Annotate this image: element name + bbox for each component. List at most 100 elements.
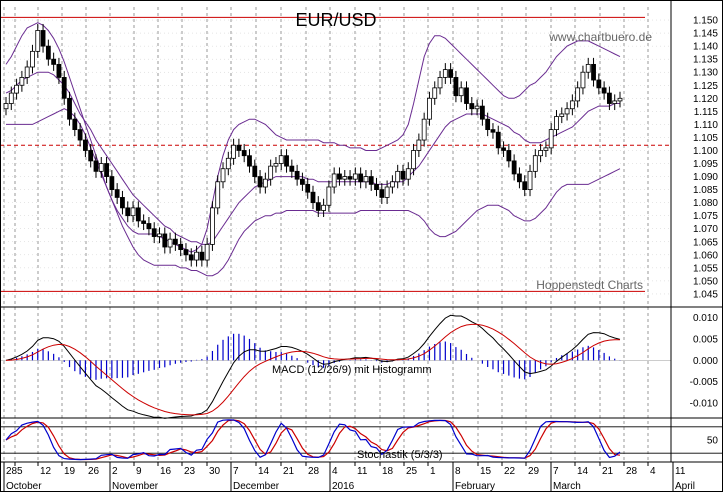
candle-down [337, 173, 342, 180]
candle-up [98, 163, 104, 172]
month-label: December [233, 481, 280, 492]
candle-up [273, 163, 279, 167]
price-tick-label: 1.065 [693, 237, 718, 248]
price-tick-label: 1.050 [693, 276, 718, 287]
candle-down [252, 165, 258, 177]
candle-down [506, 150, 512, 162]
day-tick-label: 4 [650, 466, 656, 477]
day-tick-label: 2 [112, 466, 118, 477]
candle-up [225, 157, 231, 170]
candle-down [151, 228, 157, 237]
candle-down [300, 178, 305, 185]
bollinger-lower [6, 108, 621, 277]
candle-up [442, 69, 448, 78]
candle-down [310, 191, 316, 204]
day-tick-label: 14 [577, 466, 589, 477]
candle-up [268, 165, 274, 180]
candle-down [517, 173, 522, 183]
candle-down [236, 144, 242, 151]
price-tick-label: 1.070 [693, 224, 718, 235]
candle-up [569, 100, 575, 110]
candle-up [554, 116, 559, 131]
candle-up [458, 87, 464, 97]
macd-tick-label: 0.000 [693, 356, 718, 367]
candle-up [617, 97, 623, 102]
candle-down [607, 92, 612, 104]
candle-down [61, 77, 67, 99]
day-tick-label: 15 [480, 466, 492, 477]
month-label: October [6, 481, 42, 492]
macd-line [5, 314, 621, 419]
bollinger-mid [5, 71, 620, 245]
candle-up [157, 233, 162, 237]
candle-down [40, 30, 46, 47]
candle-up [35, 30, 41, 52]
candle-up [564, 108, 570, 115]
day-tick-label: 5 [17, 466, 23, 477]
day-tick-label: 26 [88, 466, 100, 477]
candle-up [231, 144, 237, 159]
candle-down [51, 58, 57, 65]
candle-up [421, 118, 427, 141]
candle-up [262, 178, 268, 188]
candles [3, 23, 623, 267]
candle-up [384, 186, 390, 198]
candle-up [363, 176, 369, 183]
day-tick-label: 23 [184, 466, 196, 477]
day-tick-label: 8 [455, 466, 461, 477]
candle-up [437, 77, 443, 89]
candle-down [141, 220, 147, 224]
day-tick-label: 1 [430, 466, 436, 477]
candle-down [241, 150, 247, 157]
day-tick-label: 28 [626, 466, 638, 477]
candle-up [580, 71, 586, 89]
candle-up [575, 87, 581, 102]
candle-down [374, 183, 379, 191]
axes: 1.045 1.050 1.055 1.060 1.065 1.070 1.075 1.080… [3, 16, 718, 492]
candle-up [411, 150, 416, 170]
price-tick-label: 1.045 [693, 289, 718, 300]
price-tick-label: 1.150 [693, 16, 718, 27]
candle-up [24, 66, 30, 78]
month-label: February [455, 481, 495, 492]
candle-down [199, 251, 205, 261]
candle-down [453, 77, 459, 97]
day-tick-label: 7 [553, 466, 559, 477]
day-tick-label: 7 [233, 466, 239, 477]
price-tick-label: 1.130 [693, 68, 718, 79]
candle-down [88, 150, 94, 162]
day-tick-label: 12 [40, 466, 52, 477]
source-credit: www.chartbuero.de [548, 30, 652, 44]
candle-down [257, 176, 263, 188]
reference-lines [0, 16, 671, 292]
candle-down [379, 189, 385, 198]
month-label: 2016 [332, 481, 355, 492]
day-tick-label: 11 [357, 466, 368, 477]
candle-up [204, 243, 210, 261]
price-tick-label: 1.145 [693, 29, 718, 40]
macd-tick-label: 0.005 [693, 335, 718, 346]
price-tick-label: 1.090 [693, 172, 718, 183]
candle-up [331, 173, 337, 188]
candle-up [548, 129, 554, 149]
candle-up [538, 150, 544, 157]
candle-up [527, 170, 533, 191]
month-label: November [112, 481, 159, 492]
candle-up [278, 155, 284, 164]
day-tick-label: 28 [6, 466, 18, 477]
day-tick-label: 11 [675, 466, 686, 477]
candle-up [612, 100, 618, 104]
price-tick-label: 1.100 [693, 146, 718, 157]
price-tick-label: 1.095 [693, 159, 718, 170]
candle-down [146, 223, 152, 230]
day-tick-label: 30 [209, 466, 221, 477]
candle-up [416, 139, 422, 151]
candle-up [474, 105, 480, 110]
day-tick-label: 22 [504, 466, 516, 477]
candle-down [358, 173, 364, 183]
stoch-label: Stochastik (5/3/3) [357, 449, 443, 461]
day-tick-label: 28 [308, 466, 320, 477]
candle-down [400, 170, 406, 180]
candle-down [596, 79, 602, 89]
candle-down [485, 118, 491, 131]
